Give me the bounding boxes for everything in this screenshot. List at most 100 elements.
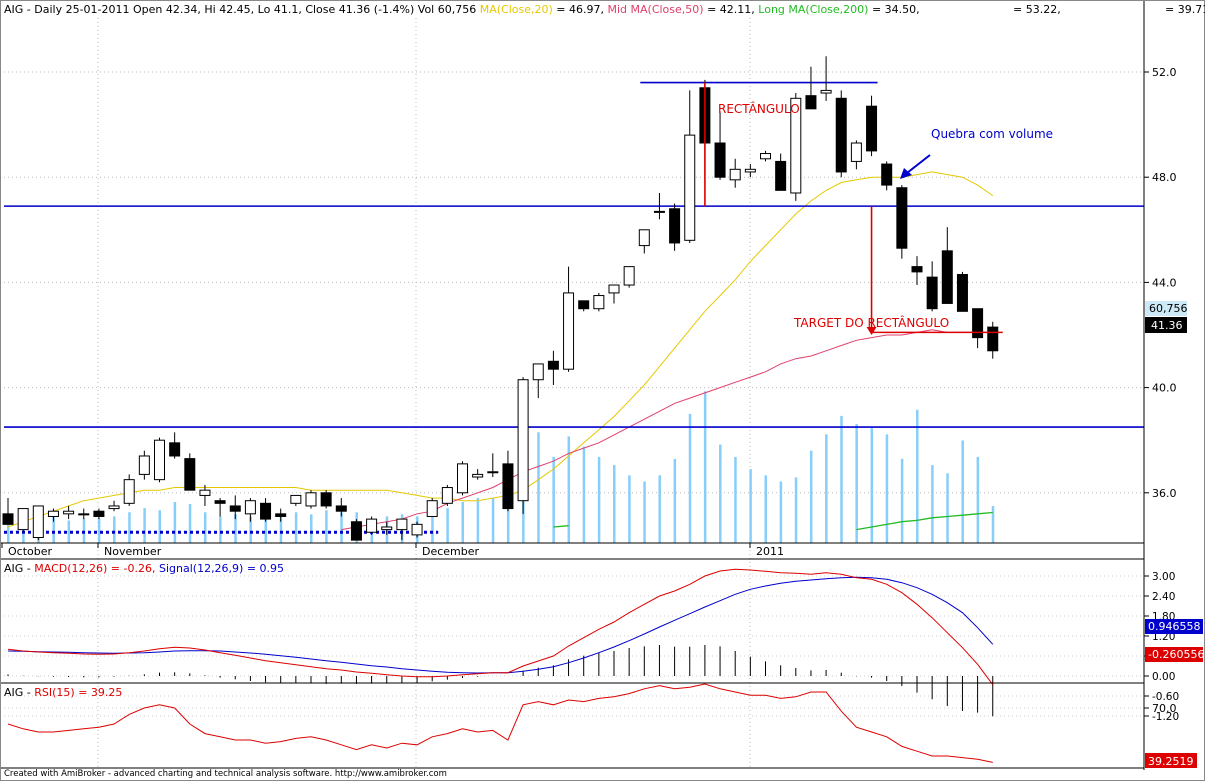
break-label: Quebra com volume <box>931 127 1053 141</box>
target-arrowhead <box>866 327 877 335</box>
candle-bull <box>684 134 696 241</box>
candle-bull <box>729 168 741 181</box>
candle-bull <box>820 89 832 94</box>
candle-bull <box>123 479 135 504</box>
candle-bear <box>578 300 590 310</box>
volume-bar <box>764 475 767 543</box>
candle-bear <box>775 160 787 191</box>
volume-bar <box>794 477 798 543</box>
candle-bull <box>850 142 862 162</box>
volume-bar <box>310 514 313 543</box>
candle-bull <box>47 510 59 517</box>
volume-bar <box>870 428 874 543</box>
candle-bear <box>184 458 196 491</box>
candle-bear <box>229 505 241 512</box>
candle-bull <box>305 492 317 507</box>
month-label: October <box>8 545 52 558</box>
volume-bar <box>203 512 207 543</box>
candle-bull <box>441 487 453 504</box>
candle-bull <box>381 526 393 531</box>
volume-bar <box>537 432 540 543</box>
volume-bar <box>855 424 858 543</box>
candle-bear <box>987 326 999 352</box>
last-macd-label: -0.260556 <box>1148 648 1204 661</box>
price-tick-label: 52.0 <box>1152 66 1177 79</box>
candle-bull <box>563 292 575 370</box>
volume-bar <box>719 444 722 543</box>
volume-bar <box>567 436 571 543</box>
price-tick-label: 44.0 <box>1152 276 1177 289</box>
month-label: December <box>422 545 480 558</box>
macd-header-signal: Signal(12,26,9) = 0.95 <box>158 562 285 575</box>
volume-bar <box>916 409 919 543</box>
break-arrowhead <box>900 168 912 179</box>
macd-tick-label: 0.00 <box>1152 671 1175 683</box>
volume-bar <box>294 512 298 543</box>
macd-tick-label: 3.00 <box>1152 571 1175 583</box>
volume-bar <box>991 506 995 543</box>
volume-bar <box>885 434 889 543</box>
candle-bull <box>63 510 75 515</box>
ma200-line <box>553 511 993 531</box>
volume-bar <box>673 458 677 543</box>
candle-bear <box>2 513 14 525</box>
candle-bear <box>350 521 362 541</box>
last-volume-label: 60,756 <box>1149 302 1188 315</box>
volume-bar <box>946 473 949 543</box>
volume-bar <box>658 475 661 543</box>
volume-bar <box>900 458 904 543</box>
volume-bar <box>643 481 646 543</box>
candle-bear <box>669 208 681 244</box>
header-top-right-value: = 39.71 <box>1165 3 1205 16</box>
candle-bear <box>502 463 514 510</box>
volume-bar <box>67 520 71 543</box>
candle-bull <box>487 471 499 474</box>
last-volume-box <box>1145 301 1187 316</box>
candle-bull <box>199 489 211 496</box>
rectangle-label: RECTÂNGULO <box>718 101 800 116</box>
month-label: November <box>104 545 162 558</box>
candle-bear <box>547 360 559 370</box>
volume-bar <box>552 456 555 543</box>
price-tick-label: 40.0 <box>1152 382 1177 395</box>
candle-bull <box>366 518 378 533</box>
volume-bar <box>628 475 631 543</box>
volume-bar <box>264 514 268 543</box>
volume-bar <box>779 481 783 543</box>
volume-bar <box>461 502 464 543</box>
candle-bear <box>214 500 226 504</box>
header-extra-value: = 53.22, <box>1013 3 1061 16</box>
candle-bear <box>972 308 984 339</box>
candle-bear <box>320 492 332 507</box>
candle-bull <box>593 295 605 310</box>
candle-bull <box>760 153 771 160</box>
candle-bear <box>275 513 287 517</box>
candle-bull <box>532 363 544 381</box>
volume-bar <box>188 504 192 543</box>
macd-header-macd: MACD(12,26) = -0.26, <box>34 562 156 575</box>
candle-bull <box>17 508 29 531</box>
candle-bull <box>244 500 256 515</box>
ma50-label: Mid MA(Close,50) <box>607 3 704 16</box>
volume-bar <box>476 497 480 543</box>
ma200-value: = 34.50, <box>868 3 920 16</box>
candle-bull <box>290 494 302 504</box>
volume-bar <box>840 415 843 543</box>
volume-bar <box>279 516 283 543</box>
price-header: AIG - Daily 25-01-2011 Open 42.34, Hi 42… <box>4 3 920 16</box>
macd-header: AIG - MACD(12,26) = -0.26, Signal(12,26,… <box>4 562 284 575</box>
candle-bear <box>956 274 968 312</box>
candle-bear <box>260 502 272 520</box>
candle-bear <box>169 442 181 457</box>
volume-bar <box>234 514 237 543</box>
candle-bear <box>941 250 953 304</box>
volume-bar <box>128 512 131 543</box>
candle-bull <box>623 266 635 286</box>
price-tick-label: 48.0 <box>1152 171 1177 184</box>
ma20-line <box>7 171 994 528</box>
candle-bull <box>457 463 468 494</box>
candle-bear <box>866 105 878 152</box>
volume-bar <box>82 518 86 543</box>
